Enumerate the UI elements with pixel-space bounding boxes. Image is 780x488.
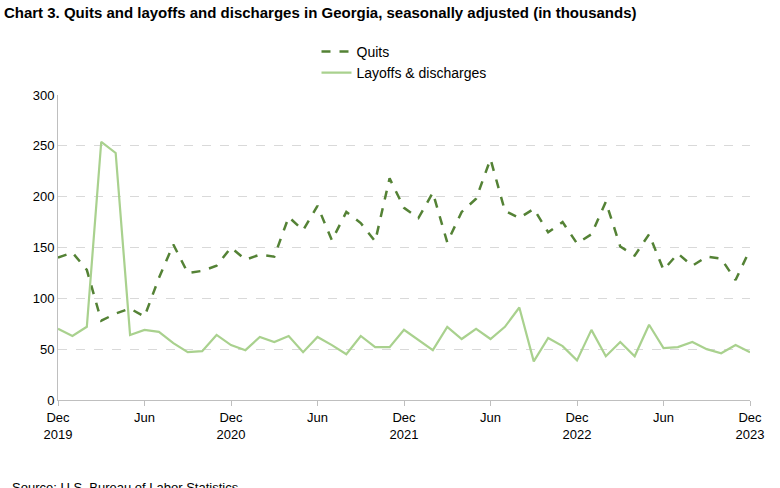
svg-text:300: 300 [33, 88, 55, 103]
svg-text:Source: U.S. Bureau of Labor S: Source: U.S. Bureau of Labor Statistics. [12, 480, 242, 488]
svg-text:100: 100 [33, 291, 55, 306]
svg-text:Jun: Jun [480, 410, 501, 425]
svg-text:0: 0 [47, 393, 54, 408]
svg-text:Layoffs & discharges: Layoffs & discharges [357, 65, 487, 81]
svg-text:Jun: Jun [307, 410, 328, 425]
svg-text:50: 50 [40, 342, 54, 357]
svg-text:Dec2019: Dec2019 [44, 410, 73, 442]
svg-text:Dec2023: Dec2023 [736, 410, 765, 442]
svg-text:Dec2020: Dec2020 [217, 410, 246, 442]
svg-text:Quits: Quits [357, 44, 390, 60]
svg-text:150: 150 [33, 240, 55, 255]
svg-text:Chart 3. Quits and layoffs and: Chart 3. Quits and layoffs and discharge… [4, 4, 637, 21]
svg-text:Dec2021: Dec2021 [390, 410, 419, 442]
svg-text:250: 250 [33, 138, 55, 153]
svg-text:Jun: Jun [653, 410, 674, 425]
svg-text:Dec2022: Dec2022 [563, 410, 592, 442]
svg-text:Jun: Jun [134, 410, 155, 425]
svg-text:200: 200 [33, 189, 55, 204]
